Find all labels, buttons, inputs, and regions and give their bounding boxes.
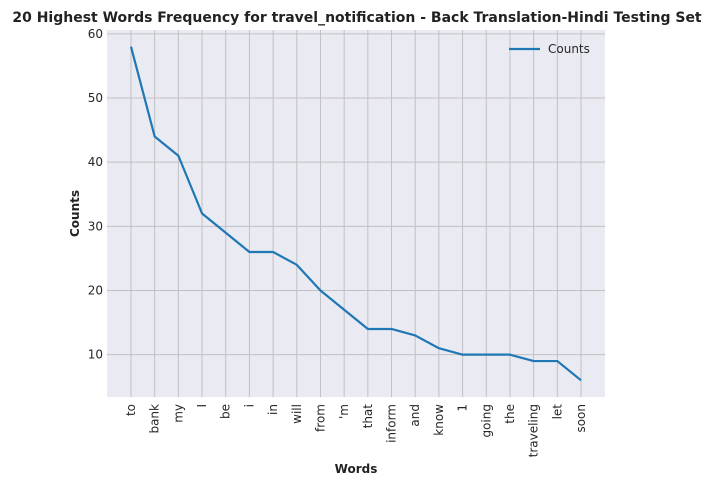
x-tick-label: 'm	[337, 404, 351, 419]
counts-series-line	[129, 46, 582, 382]
x-tick-label: will	[290, 404, 304, 424]
x-tick-label: let	[550, 404, 564, 420]
x-tick-label: soon	[574, 404, 588, 433]
x-tick-label: bank	[148, 404, 162, 434]
plot-background	[107, 30, 605, 397]
y-tick-label: 50	[88, 91, 103, 105]
legend-entry: Counts	[548, 42, 590, 56]
y-axis-ticks: 10 20 30 40 50 60	[88, 27, 103, 362]
x-tick-label: and	[408, 404, 422, 427]
x-tick-label: from	[313, 404, 327, 432]
chart-title: 20 Highest Words Frequency for travel_no…	[12, 10, 702, 26]
y-tick-label: 20	[88, 283, 103, 297]
x-tick-label: my	[171, 404, 185, 423]
y-tick-label: 60	[88, 27, 103, 41]
y-tick-label: 10	[88, 348, 103, 362]
x-tick-label: I	[195, 404, 209, 408]
y-axis-label: Counts	[68, 190, 82, 237]
x-tick-label: the	[503, 404, 517, 424]
y-tick-label: 40	[88, 155, 103, 169]
y-tick-label: 30	[88, 219, 103, 233]
x-axis-label: Words	[335, 462, 378, 476]
x-tick-label: in	[266, 404, 280, 415]
x-tick-label: going	[479, 404, 493, 438]
x-tick-label: that	[361, 404, 375, 429]
x-tick-label: traveling	[527, 404, 541, 457]
x-tick-label: 1	[456, 404, 470, 412]
grid-lines	[107, 30, 605, 397]
x-tick-label: be	[219, 404, 233, 419]
x-tick-label: inform	[385, 404, 399, 443]
legend: Counts	[509, 42, 590, 56]
x-tick-label: know	[432, 404, 446, 436]
x-tick-label: i	[242, 404, 256, 407]
x-tick-label: to	[124, 404, 138, 416]
